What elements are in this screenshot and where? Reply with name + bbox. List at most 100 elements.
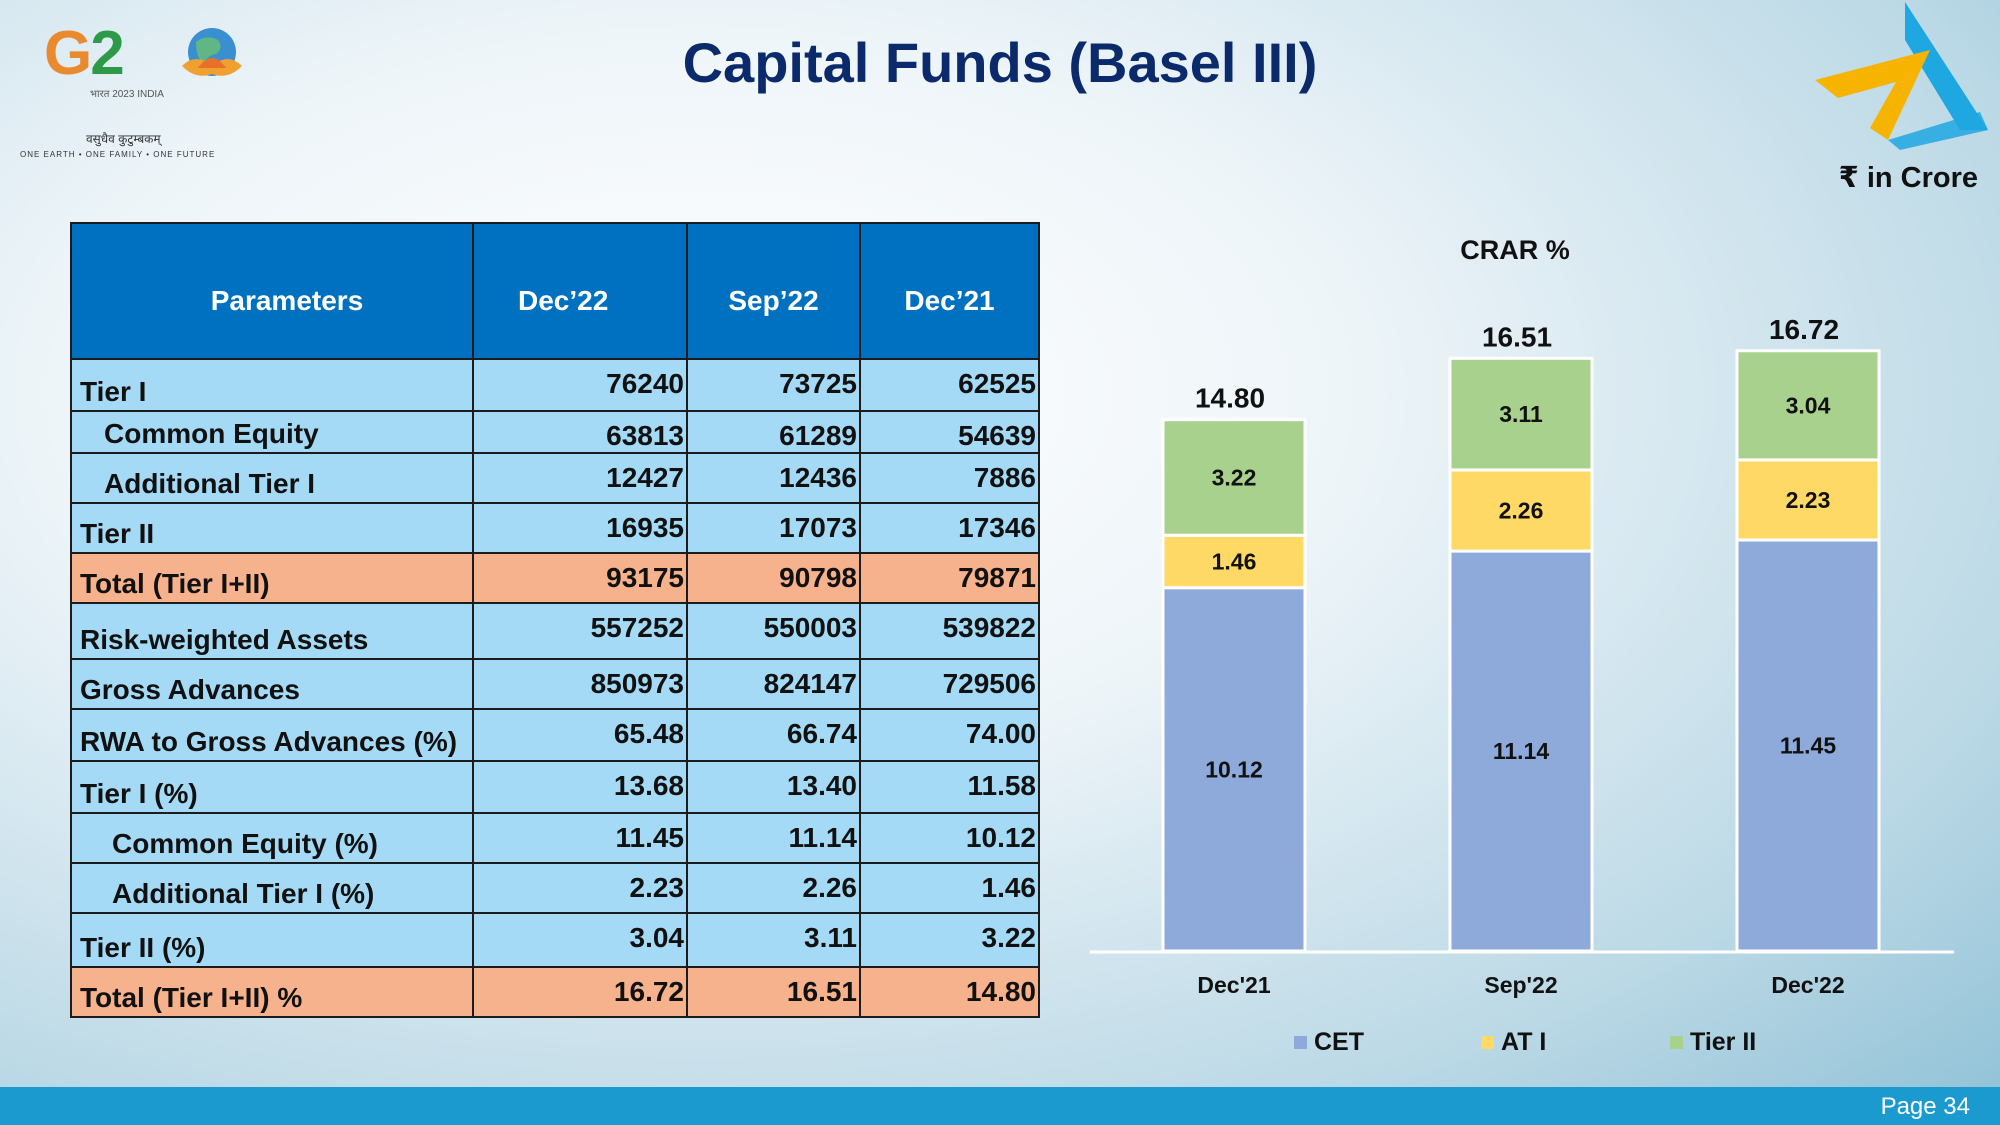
row-label: Total (Tier I+II): [70, 552, 474, 604]
table-row: Tier I 76240 73725 62525: [70, 358, 1040, 412]
row-value: 2.26: [686, 862, 861, 914]
table-row: Gross Advances 850973 824147 729506: [70, 658, 1040, 710]
x-tick-label: Dec'21: [1197, 972, 1270, 998]
row-value: 17346: [859, 502, 1040, 554]
table-row: Common Equity 63813 61289 54639: [70, 410, 1040, 454]
x-tick-label: Sep'22: [1484, 972, 1557, 998]
bar-segment-cet: [1735, 538, 1881, 953]
row-value: 90798: [686, 552, 861, 604]
row-value: 16935: [472, 502, 688, 554]
row-label: Common Equity: [70, 410, 474, 454]
crar-chart: CRAR % 10.12 1.46 3.22 14.80 Dec'21 11.14 2.26 3…: [1090, 235, 1954, 1056]
chart-title: CRAR %: [1460, 235, 1570, 265]
table-header-row: Parameters Dec’22 Sep’22 Dec’21: [70, 222, 1040, 360]
row-label: Common Equity (%): [70, 812, 474, 864]
row-value: 3.11: [686, 912, 861, 968]
row-value: 14.80: [859, 966, 1040, 1018]
legend-label: AT I: [1501, 1028, 1546, 1056]
bar-segment-cet: [1448, 549, 1594, 953]
row-label: Additional Tier I (%): [70, 862, 474, 914]
row-label: Total (Tier I+II) %: [70, 966, 474, 1018]
table-row: Tier I (%) 13.68 13.40 11.58: [70, 760, 1040, 814]
row-value: 93175: [472, 552, 688, 604]
data-label: 2.26: [1499, 498, 1544, 524]
row-label: Tier II (%): [70, 912, 474, 968]
data-label: 11.45: [1780, 732, 1836, 758]
globe-lotus-icon: [182, 28, 242, 76]
table-row: Total (Tier I+II) 93175 90798 79871: [70, 552, 1040, 604]
table-row: Risk-weighted Assets 557252 550003 539822: [70, 602, 1040, 660]
data-label: 3.04: [1786, 392, 1831, 418]
row-value: 11.45: [472, 812, 688, 864]
table-row: Additional Tier I (%) 2.23 2.26 1.46: [70, 862, 1040, 914]
legend-label: Tier II: [1690, 1028, 1756, 1056]
data-label: 3.22: [1212, 464, 1257, 490]
g20-wordmark: G2: [44, 19, 125, 88]
legend-swatch-at-i: [1481, 1036, 1494, 1049]
row-value: 1.46: [859, 862, 1040, 914]
total-label: 14.80: [1195, 383, 1265, 414]
data-label: 10.12: [1205, 756, 1263, 782]
bar-segment-tier-ii: [1735, 349, 1881, 462]
bank-logo-icon: [1815, 2, 1988, 150]
row-value: 2.23: [472, 862, 688, 914]
row-value: 3.22: [859, 912, 1040, 968]
row-label: Gross Advances: [70, 658, 474, 710]
total-label: 16.51: [1482, 321, 1552, 352]
legend-label: CET: [1314, 1028, 1364, 1056]
footer-bar: [0, 1087, 2000, 1125]
legend-swatch-tier-ii: [1670, 1036, 1683, 1049]
bar-segment-tier-ii: [1448, 356, 1594, 472]
row-value: 11.58: [859, 760, 1040, 814]
row-value: 729506: [859, 658, 1040, 710]
row-value: 12427: [472, 452, 688, 504]
row-value: 7886: [859, 452, 1040, 504]
row-value: 16.51: [686, 966, 861, 1018]
row-value: 11.14: [686, 812, 861, 864]
header-sep22: Sep’22: [686, 222, 861, 360]
unit-note: ₹ in Crore: [1838, 162, 1978, 194]
table-body: Tier I 76240 73725 62525 Common Equity 63813 6…: [70, 358, 1040, 1018]
table-row: Common Equity (%) 11.45 11.14 10.12: [70, 812, 1040, 864]
row-label: RWA to Gross Advances (%): [70, 708, 474, 762]
total-label: 16.72: [1769, 314, 1839, 345]
row-value: 10.12: [859, 812, 1040, 864]
row-label: Tier I: [70, 358, 474, 412]
table-row: Additional Tier I 12427 12436 7886: [70, 452, 1040, 504]
row-value: 61289: [686, 410, 861, 454]
row-value: 12436: [686, 452, 861, 504]
data-label: 3.11: [1499, 401, 1543, 427]
table-row: Tier II 16935 17073 17346: [70, 502, 1040, 554]
row-value: 16.72: [472, 966, 688, 1018]
row-value: 3.04: [472, 912, 688, 968]
legend-swatch-cet: [1294, 1036, 1307, 1049]
row-value: 13.68: [472, 760, 688, 814]
page-number: Page 34: [1880, 1093, 1970, 1120]
row-value: 850973: [472, 658, 688, 710]
row-value: 824147: [686, 658, 861, 710]
row-value: 13.40: [686, 760, 861, 814]
x-tick-label: Dec'22: [1771, 972, 1844, 998]
bar-segment-tier-ii: [1161, 418, 1307, 537]
table-row: Total (Tier I+II) % 16.72 16.51 14.80: [70, 966, 1040, 1018]
row-value: 73725: [686, 358, 861, 412]
data-label: 11.14: [1493, 738, 1549, 764]
row-value: 76240: [472, 358, 688, 412]
row-value: 17073: [686, 502, 861, 554]
bar-segment-at-i: [1161, 533, 1307, 590]
data-label: 2.23: [1786, 487, 1831, 513]
table-row: Tier II (%) 3.04 3.11 3.22: [70, 912, 1040, 968]
page-title: Capital Funds (Basel III): [682, 31, 1318, 94]
row-value: 74.00: [859, 708, 1040, 762]
g20-subtitle: भारत 2023 INDIA: [90, 89, 164, 100]
row-value: 79871: [859, 552, 1040, 604]
row-label: Risk-weighted Assets: [70, 602, 474, 660]
table-row: RWA to Gross Advances (%) 65.48 66.74 74.00: [70, 708, 1040, 762]
row-value: 63813: [472, 410, 688, 454]
row-value: 550003: [686, 602, 861, 660]
row-value: 66.74: [686, 708, 861, 762]
header-dec22: Dec’22: [472, 222, 688, 360]
g20-tagline: ONE EARTH • ONE FAMILY • ONE FUTURE: [20, 150, 216, 159]
row-value: 62525: [859, 358, 1040, 412]
row-label: Tier II: [70, 502, 474, 554]
